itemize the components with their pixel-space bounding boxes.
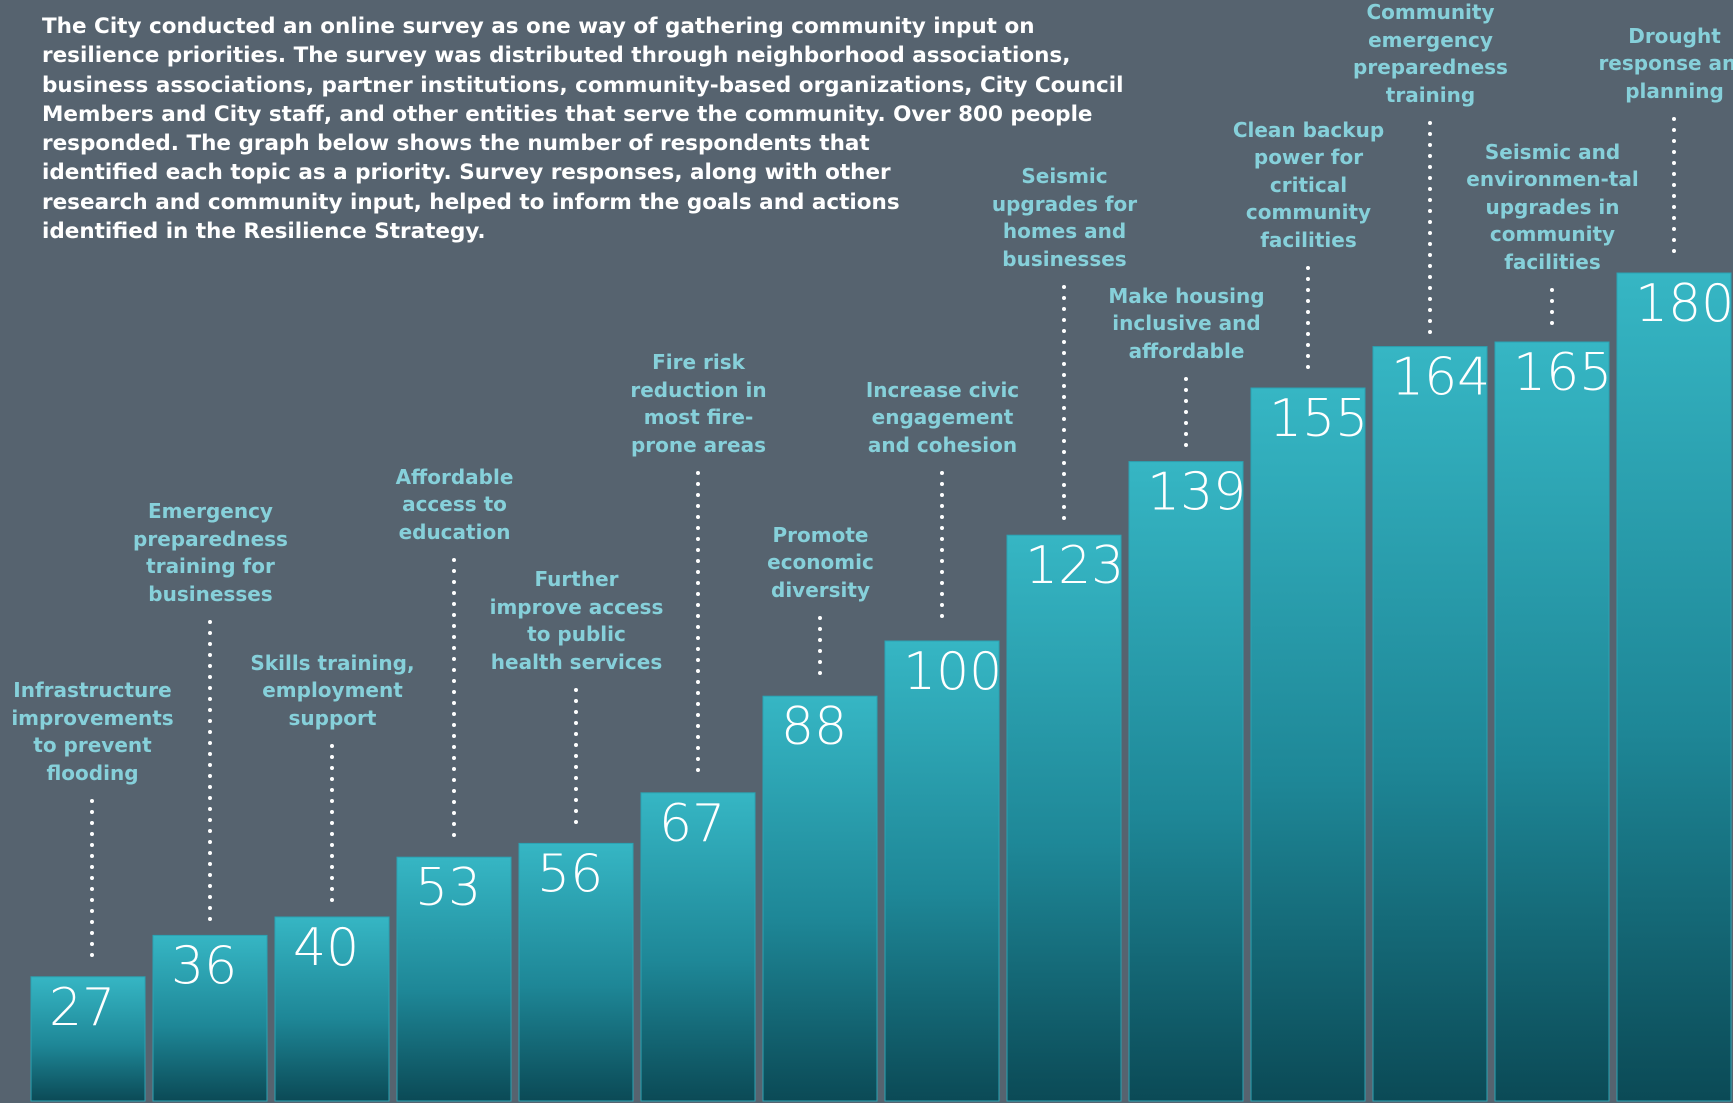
category-label: Fire risk reduction in most fire-prone a… [630, 350, 767, 457]
bar [1494, 341, 1610, 1102]
bar [274, 916, 390, 1102]
value-label: 27 [49, 978, 115, 1038]
value-label: 155 [1269, 389, 1368, 449]
category-label: Clean backup power for critical communit… [1232, 117, 1385, 252]
value-label: 100 [903, 642, 1002, 702]
category-label: Seismic and environmen-tal upgrades in c… [1466, 139, 1639, 274]
value-label: 139 [1147, 463, 1246, 523]
intro-span: The City conducted an online survey as o… [42, 14, 1124, 245]
category-label: Skills training, employment support [250, 650, 415, 730]
bar [1250, 387, 1366, 1102]
bar [518, 842, 634, 1102]
category-label: Emergency preparedness training for busi… [133, 499, 288, 606]
value-label: 40 [293, 918, 359, 978]
category-label: Community emergency preparedness trainin… [1353, 0, 1508, 107]
category-label: Promote economic diversity [767, 522, 874, 602]
bar [640, 792, 756, 1102]
intro-text: The City conducted an online survey as o… [42, 12, 1132, 350]
value-label: 56 [537, 844, 603, 904]
bar [1128, 461, 1244, 1102]
value-label: 165 [1513, 343, 1612, 403]
value-label: 123 [1025, 536, 1124, 596]
category-label: Further improve access to public health … [489, 567, 664, 674]
category-label: Make housing inclusive and affordable [1108, 283, 1265, 363]
bar [884, 640, 1000, 1102]
category-label: Drought response and planning [1598, 23, 1733, 103]
bar [1372, 346, 1488, 1102]
bar [1006, 534, 1122, 1102]
bar [762, 695, 878, 1102]
value-label: 36 [171, 936, 237, 996]
value-label: 53 [415, 858, 481, 918]
category-label: Infrastructure improvements to prevent f… [11, 678, 174, 785]
bar [30, 976, 146, 1102]
value-label: 67 [659, 794, 725, 854]
category-label: Seismic upgrades for homes and businesse… [991, 164, 1138, 271]
bar [396, 856, 512, 1102]
category-label: Increase civic engagement and cohesion [865, 377, 1020, 457]
value-label: 88 [781, 697, 847, 757]
value-label: 180 [1635, 274, 1733, 334]
value-label: 164 [1391, 348, 1490, 408]
bar [152, 934, 268, 1102]
bar [1616, 272, 1732, 1102]
category-label: Affordable access to education [395, 464, 514, 544]
